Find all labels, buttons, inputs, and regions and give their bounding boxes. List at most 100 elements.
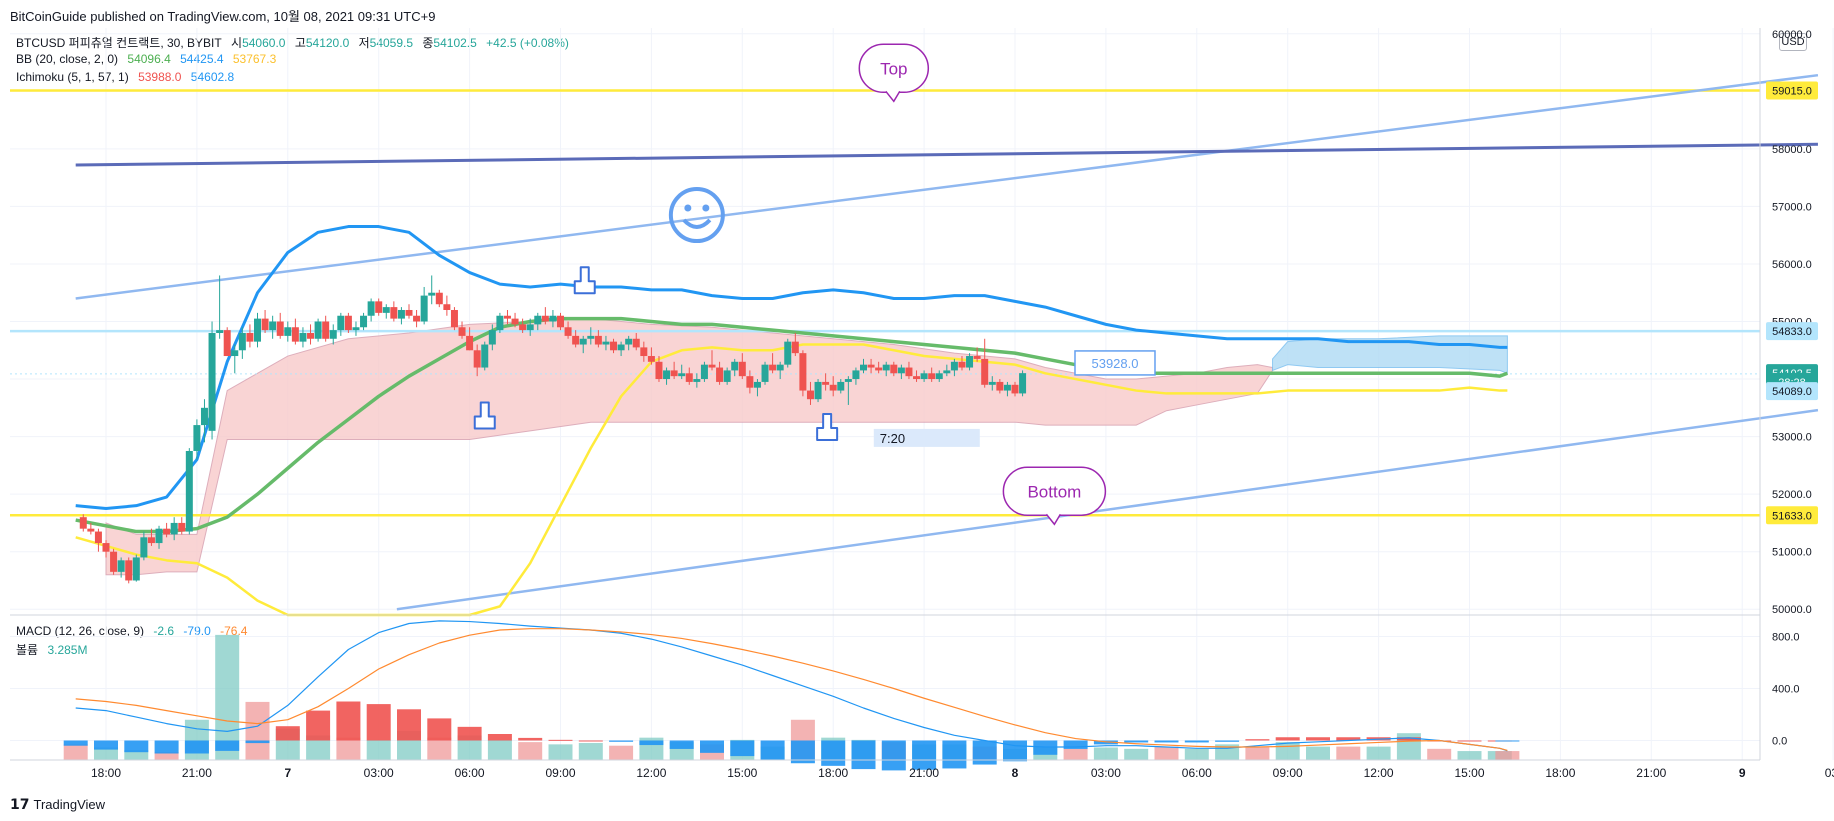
trend-lines bbox=[75, 73, 1819, 611]
candle-body bbox=[117, 560, 125, 572]
candle-body bbox=[458, 327, 466, 336]
candle-body bbox=[269, 321, 277, 331]
price-tick-label: 58000.0 bbox=[1772, 144, 1812, 156]
macd-histogram-bar bbox=[275, 726, 300, 741]
candle-body bbox=[617, 344, 625, 351]
price-label-text: 59015.0 bbox=[1772, 85, 1812, 97]
candle-body bbox=[208, 333, 216, 431]
macd-histogram-bar bbox=[427, 718, 452, 741]
candle-body bbox=[110, 551, 118, 572]
candle-body bbox=[231, 350, 239, 357]
time-tick-label: 12:00 bbox=[1364, 766, 1394, 780]
candle-body bbox=[928, 373, 936, 380]
macd-histogram-bar bbox=[487, 734, 512, 741]
volume-bar bbox=[1245, 746, 1270, 760]
candle-body bbox=[170, 522, 178, 535]
candle-body bbox=[352, 327, 360, 331]
candle-body bbox=[382, 307, 390, 313]
time-tick-label: 09:00 bbox=[545, 766, 575, 780]
price-note-box bbox=[1074, 350, 1156, 376]
time-tick-label: 18:00 bbox=[91, 766, 121, 780]
change-value: +42.5 (+0.08%) bbox=[486, 36, 569, 50]
candle-body bbox=[223, 330, 231, 357]
candle-body bbox=[405, 309, 413, 316]
candle-body bbox=[897, 367, 905, 374]
candle-body bbox=[147, 537, 155, 544]
volume-bar bbox=[1275, 742, 1300, 760]
candle-body bbox=[1003, 384, 1011, 391]
volume-bar bbox=[63, 744, 88, 760]
candle-body bbox=[640, 347, 648, 357]
price-chart[interactable]: 50000.051000.052000.053000.054000.055000… bbox=[0, 0, 1834, 790]
close-label: 종 bbox=[422, 36, 434, 50]
macd-line bbox=[75, 620, 1508, 752]
price-tick-label: 51000.0 bbox=[1772, 547, 1812, 559]
candle-body bbox=[329, 330, 337, 339]
symbol-legend: BTCUSD 퍼피츄얼 컨트랙트, 30, BYBIT 시54060.0 고54… bbox=[16, 34, 575, 51]
volume-bar bbox=[1306, 746, 1330, 760]
candle-body bbox=[420, 295, 428, 322]
candle-body bbox=[647, 356, 655, 362]
candle-body bbox=[79, 517, 87, 529]
callout-pointer bbox=[1045, 513, 1062, 526]
candle-body bbox=[375, 301, 383, 313]
macd-histogram-bar bbox=[397, 709, 421, 741]
bb-basis-line bbox=[75, 316, 1508, 534]
candle-body bbox=[216, 330, 224, 334]
macd-histogram-bar bbox=[1306, 737, 1330, 741]
macd-histogram-bar bbox=[639, 740, 664, 746]
hand-pointer-icon bbox=[816, 412, 839, 441]
candle-body bbox=[473, 350, 481, 368]
candle-body bbox=[776, 364, 784, 371]
volume-bar bbox=[245, 701, 270, 760]
time-tick-label: 03:00 bbox=[1091, 766, 1121, 780]
candle-body bbox=[935, 373, 943, 380]
open-value: 54060.0 bbox=[242, 36, 286, 50]
time-tick-label: 8 bbox=[1012, 766, 1019, 780]
volume-bar bbox=[487, 739, 512, 760]
candle-body bbox=[587, 335, 595, 339]
macd-histogram-bar bbox=[1063, 740, 1088, 749]
macd-histogram-bar bbox=[881, 740, 906, 771]
candle-body bbox=[875, 367, 883, 371]
price-tick-label: 60000.0 bbox=[1772, 29, 1812, 41]
price-label-text: 54833.0 bbox=[1772, 326, 1812, 338]
candle-body bbox=[185, 450, 193, 532]
currency-button[interactable]: USD bbox=[1779, 33, 1807, 51]
hand-pointer-icon bbox=[573, 266, 596, 295]
ichimoku-b-value: 54602.8 bbox=[190, 70, 235, 84]
candle-body bbox=[526, 324, 534, 331]
candle-body bbox=[806, 390, 814, 400]
volume-bar bbox=[1396, 733, 1421, 760]
candle-body bbox=[814, 381, 822, 400]
macd-histogram-bar bbox=[336, 701, 361, 741]
candle-body bbox=[594, 335, 602, 345]
macd-histogram-bar bbox=[124, 740, 149, 753]
volume-bar bbox=[1093, 747, 1118, 760]
candle-body bbox=[291, 327, 299, 342]
macd-histogram-bar bbox=[1184, 740, 1209, 743]
tradingview-brand[interactable]: 𝟭𝟳 TradingView bbox=[10, 796, 105, 813]
high-value: 54120.0 bbox=[305, 36, 350, 50]
ichimoku-label: Ichimoku (5, 1, 57, 1) bbox=[16, 70, 129, 84]
candle-body bbox=[678, 373, 686, 377]
candle-body bbox=[844, 379, 852, 382]
tradingview-logo-icon: 𝟭𝟳 bbox=[10, 796, 30, 812]
macd-histogram-bar bbox=[306, 710, 331, 741]
candle-body bbox=[534, 315, 542, 325]
candle-body bbox=[360, 315, 368, 328]
candle-body bbox=[572, 335, 580, 345]
volume-bar bbox=[1184, 748, 1209, 760]
volume-bar bbox=[1495, 751, 1520, 760]
candle-body bbox=[284, 327, 292, 336]
candle-body bbox=[557, 315, 564, 328]
candle-body bbox=[246, 333, 254, 342]
macd-histogram-bar bbox=[1336, 737, 1361, 741]
trend-line bbox=[396, 408, 1819, 611]
volume-bar bbox=[1427, 748, 1452, 760]
volume-bar bbox=[609, 745, 634, 760]
candle-body bbox=[784, 341, 792, 365]
candle-body bbox=[466, 335, 474, 351]
time-tick-label: 03:00 bbox=[364, 766, 394, 780]
price-label-box bbox=[1766, 81, 1818, 100]
